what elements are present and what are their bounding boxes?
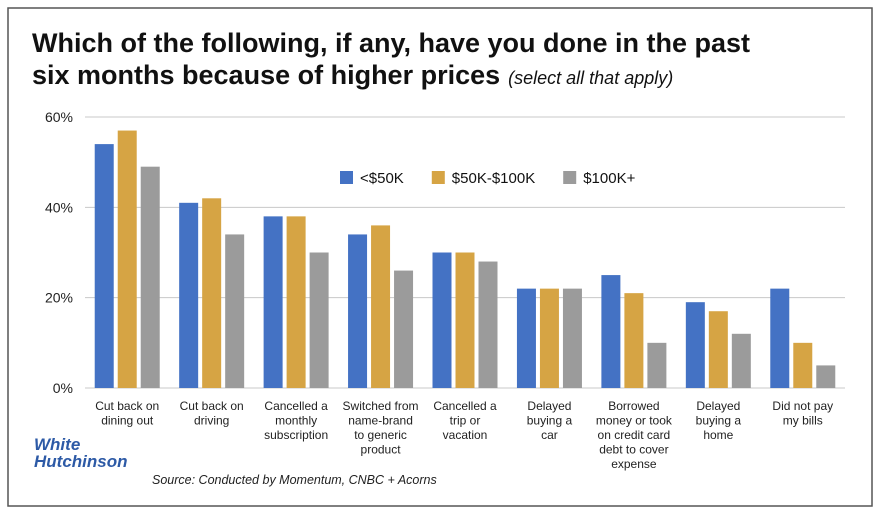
logo-text: Hutchinson — [34, 452, 128, 471]
bar — [455, 252, 475, 388]
bar — [140, 166, 160, 388]
x-tick-label: expense — [611, 457, 657, 471]
bar — [225, 234, 245, 388]
bar — [624, 293, 644, 388]
x-tick-label: product — [361, 443, 402, 457]
chart-title-line: six months because of higher prices — [32, 60, 500, 90]
x-tick-label: Cut back on — [95, 399, 159, 413]
bar — [179, 202, 199, 388]
bar — [263, 216, 283, 388]
x-tick-label: name-brand — [348, 414, 413, 428]
bar — [394, 270, 414, 388]
x-tick-label: Borrowed — [608, 399, 659, 413]
x-tick-label: Delayed — [696, 399, 740, 413]
bar — [562, 288, 582, 388]
chart-subtitle: (select all that apply) — [508, 68, 673, 88]
bar — [309, 252, 329, 388]
legend-label: <$50K — [360, 170, 404, 187]
x-tick-label: Cancelled a — [264, 399, 328, 413]
x-tick-label: monthly — [275, 414, 317, 428]
bar — [708, 311, 728, 388]
x-tick-label: Cancelled a — [433, 399, 497, 413]
legend-label: $50K-$100K — [452, 170, 535, 187]
bar — [770, 288, 790, 388]
legend-swatch — [431, 171, 445, 184]
bar — [685, 302, 705, 388]
bar — [94, 144, 114, 388]
x-tick-label: Cut back on — [180, 399, 244, 413]
logo-text: White — [34, 435, 80, 454]
bar — [601, 275, 621, 388]
bar — [432, 252, 452, 388]
x-tick-label: on credit card — [598, 428, 671, 442]
bar — [202, 198, 222, 388]
x-tick-label: my bills — [783, 414, 823, 428]
x-tick-label: Delayed — [527, 399, 571, 413]
bar — [731, 333, 751, 388]
x-tick-label: Switched from — [343, 399, 419, 413]
x-tick-label: subscription — [264, 428, 328, 442]
y-tick-label: 40% — [45, 199, 73, 215]
x-tick-label: driving — [194, 414, 229, 428]
x-tick-label: car — [541, 428, 558, 442]
bar — [516, 288, 536, 388]
bar — [371, 225, 391, 388]
bar — [478, 261, 498, 388]
legend-label: $100K+ — [583, 170, 635, 187]
x-tick-label: debt to cover — [599, 443, 668, 457]
bar — [348, 234, 368, 388]
x-tick-label: dining out — [101, 414, 154, 428]
y-tick-label: 60% — [45, 109, 73, 125]
legend-swatch — [340, 171, 353, 184]
x-tick-label: to generic — [354, 428, 407, 442]
bar — [117, 130, 137, 389]
chart-title: Which of the following, if any, have you… — [32, 28, 750, 58]
bar — [793, 342, 813, 388]
x-tick-label: buying a — [696, 414, 742, 428]
chart-title: six months because of higher prices (sele… — [32, 60, 673, 90]
bar — [286, 216, 306, 388]
x-tick-label: home — [703, 428, 733, 442]
y-tick-label: 20% — [45, 290, 73, 306]
source: Source: Conducted by Momentum, CNBC + Ac… — [152, 473, 437, 487]
x-tick-label: Did not pay — [772, 399, 833, 413]
x-tick-label: money or took — [596, 414, 673, 428]
bar — [647, 342, 667, 388]
bar — [816, 365, 836, 388]
x-tick-label: buying a — [527, 414, 573, 428]
x-tick-label: vacation — [443, 428, 488, 442]
legend-swatch — [563, 171, 577, 184]
x-tick-label: trip or — [450, 414, 481, 428]
y-tick-label: 0% — [53, 380, 73, 396]
bar — [539, 288, 559, 388]
